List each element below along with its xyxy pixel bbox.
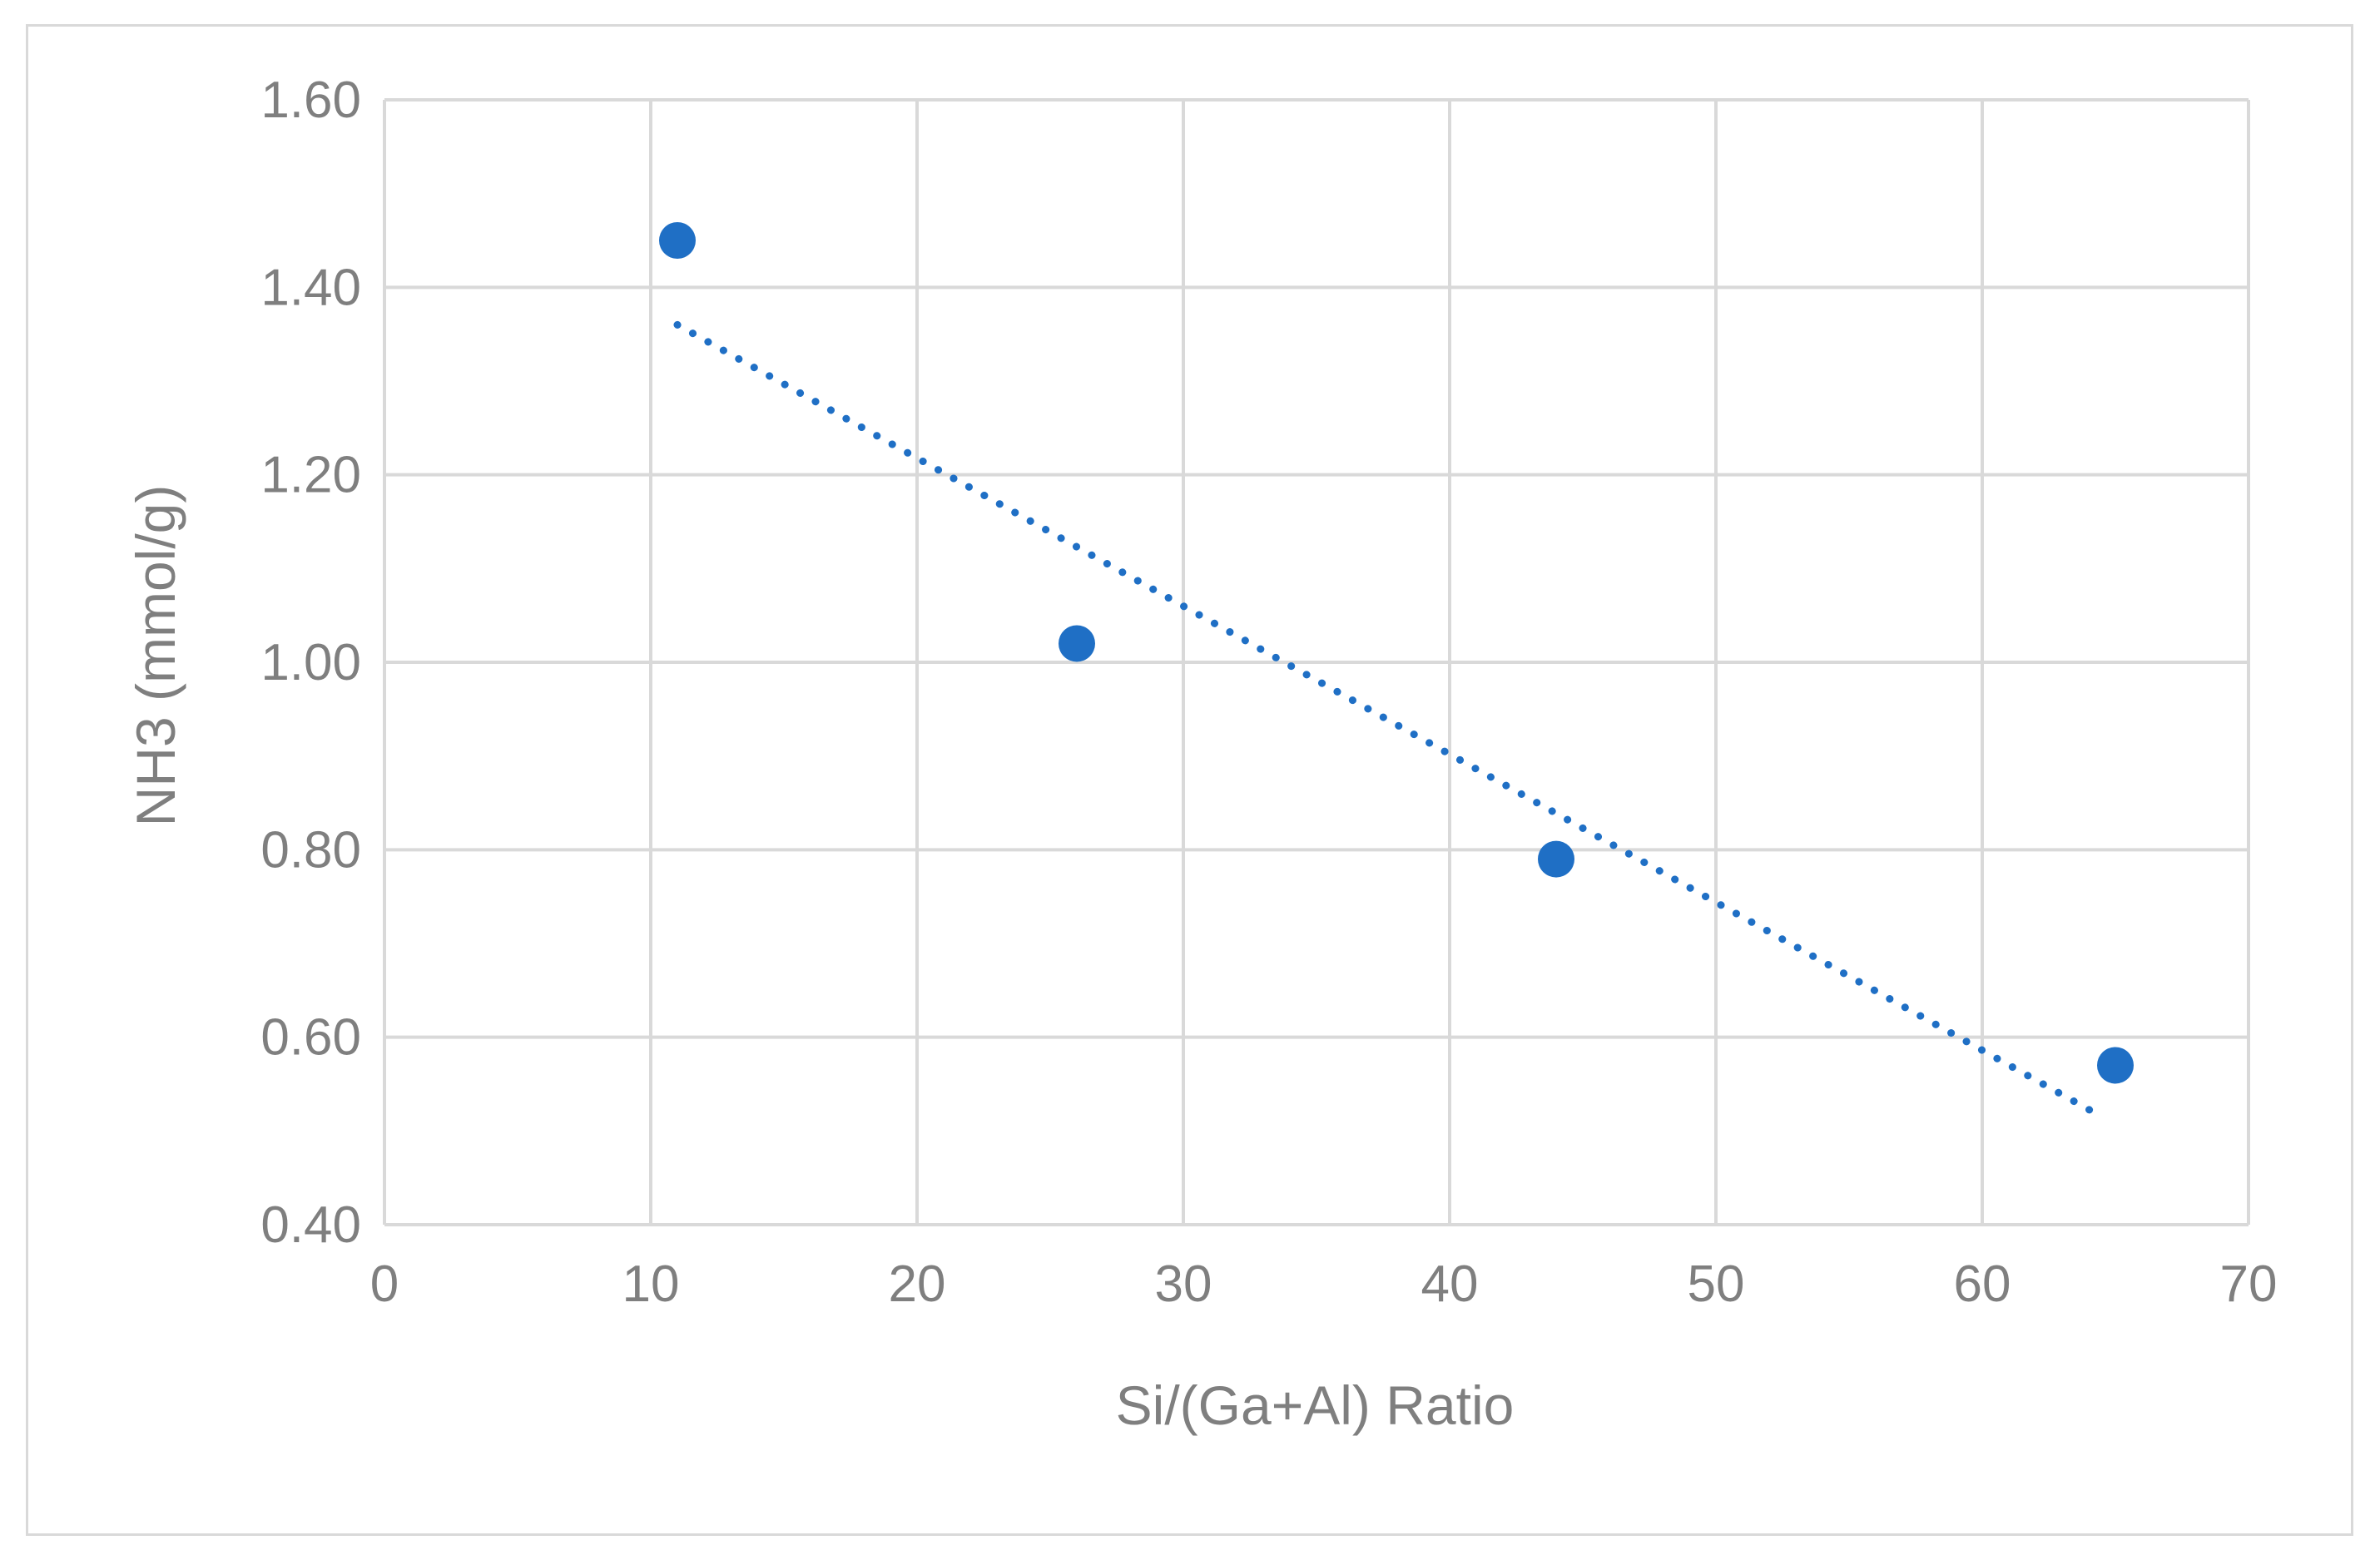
tick-labels-layer: 0.40 0.60 0.80 1.00 1.20 1.40 1.60 0 10 20 30 40 50 6… xyxy=(260,72,2277,1313)
data-point xyxy=(1059,625,1095,662)
y-tick-label: 1.40 xyxy=(260,259,361,316)
data-point xyxy=(659,222,696,259)
x-tick-label: 60 xyxy=(1954,1255,2011,1313)
grid-layer xyxy=(383,98,2250,1226)
y-tick-label: 0.40 xyxy=(260,1196,361,1254)
chart-frame xyxy=(26,24,2353,1536)
y-tick-label: 1.60 xyxy=(260,72,361,129)
x-tick-label: 20 xyxy=(889,1255,946,1313)
y-tick-label: 0.80 xyxy=(260,821,361,879)
x-tick-label: 40 xyxy=(1421,1255,1479,1313)
points-layer xyxy=(659,222,2134,1084)
y-tick-label: 1.00 xyxy=(260,634,361,691)
trendline xyxy=(673,320,2106,1121)
x-tick-label: 0 xyxy=(370,1255,399,1313)
data-point xyxy=(2097,1047,2134,1084)
data-point xyxy=(1538,840,1574,878)
x-tick-label: 30 xyxy=(1155,1255,1212,1313)
x-axis-title: Si/(Ga+Al) Ratio xyxy=(1116,1374,1515,1436)
x-tick-label: 70 xyxy=(2220,1255,2278,1313)
y-axis-title: NH3 (mmol/g) xyxy=(125,485,186,827)
x-tick-label: 50 xyxy=(1688,1255,1745,1313)
trendline-layer xyxy=(673,320,2106,1121)
y-tick-label: 0.60 xyxy=(260,1009,361,1067)
y-tick-label: 1.20 xyxy=(260,447,361,504)
x-tick-label: 10 xyxy=(622,1255,680,1313)
